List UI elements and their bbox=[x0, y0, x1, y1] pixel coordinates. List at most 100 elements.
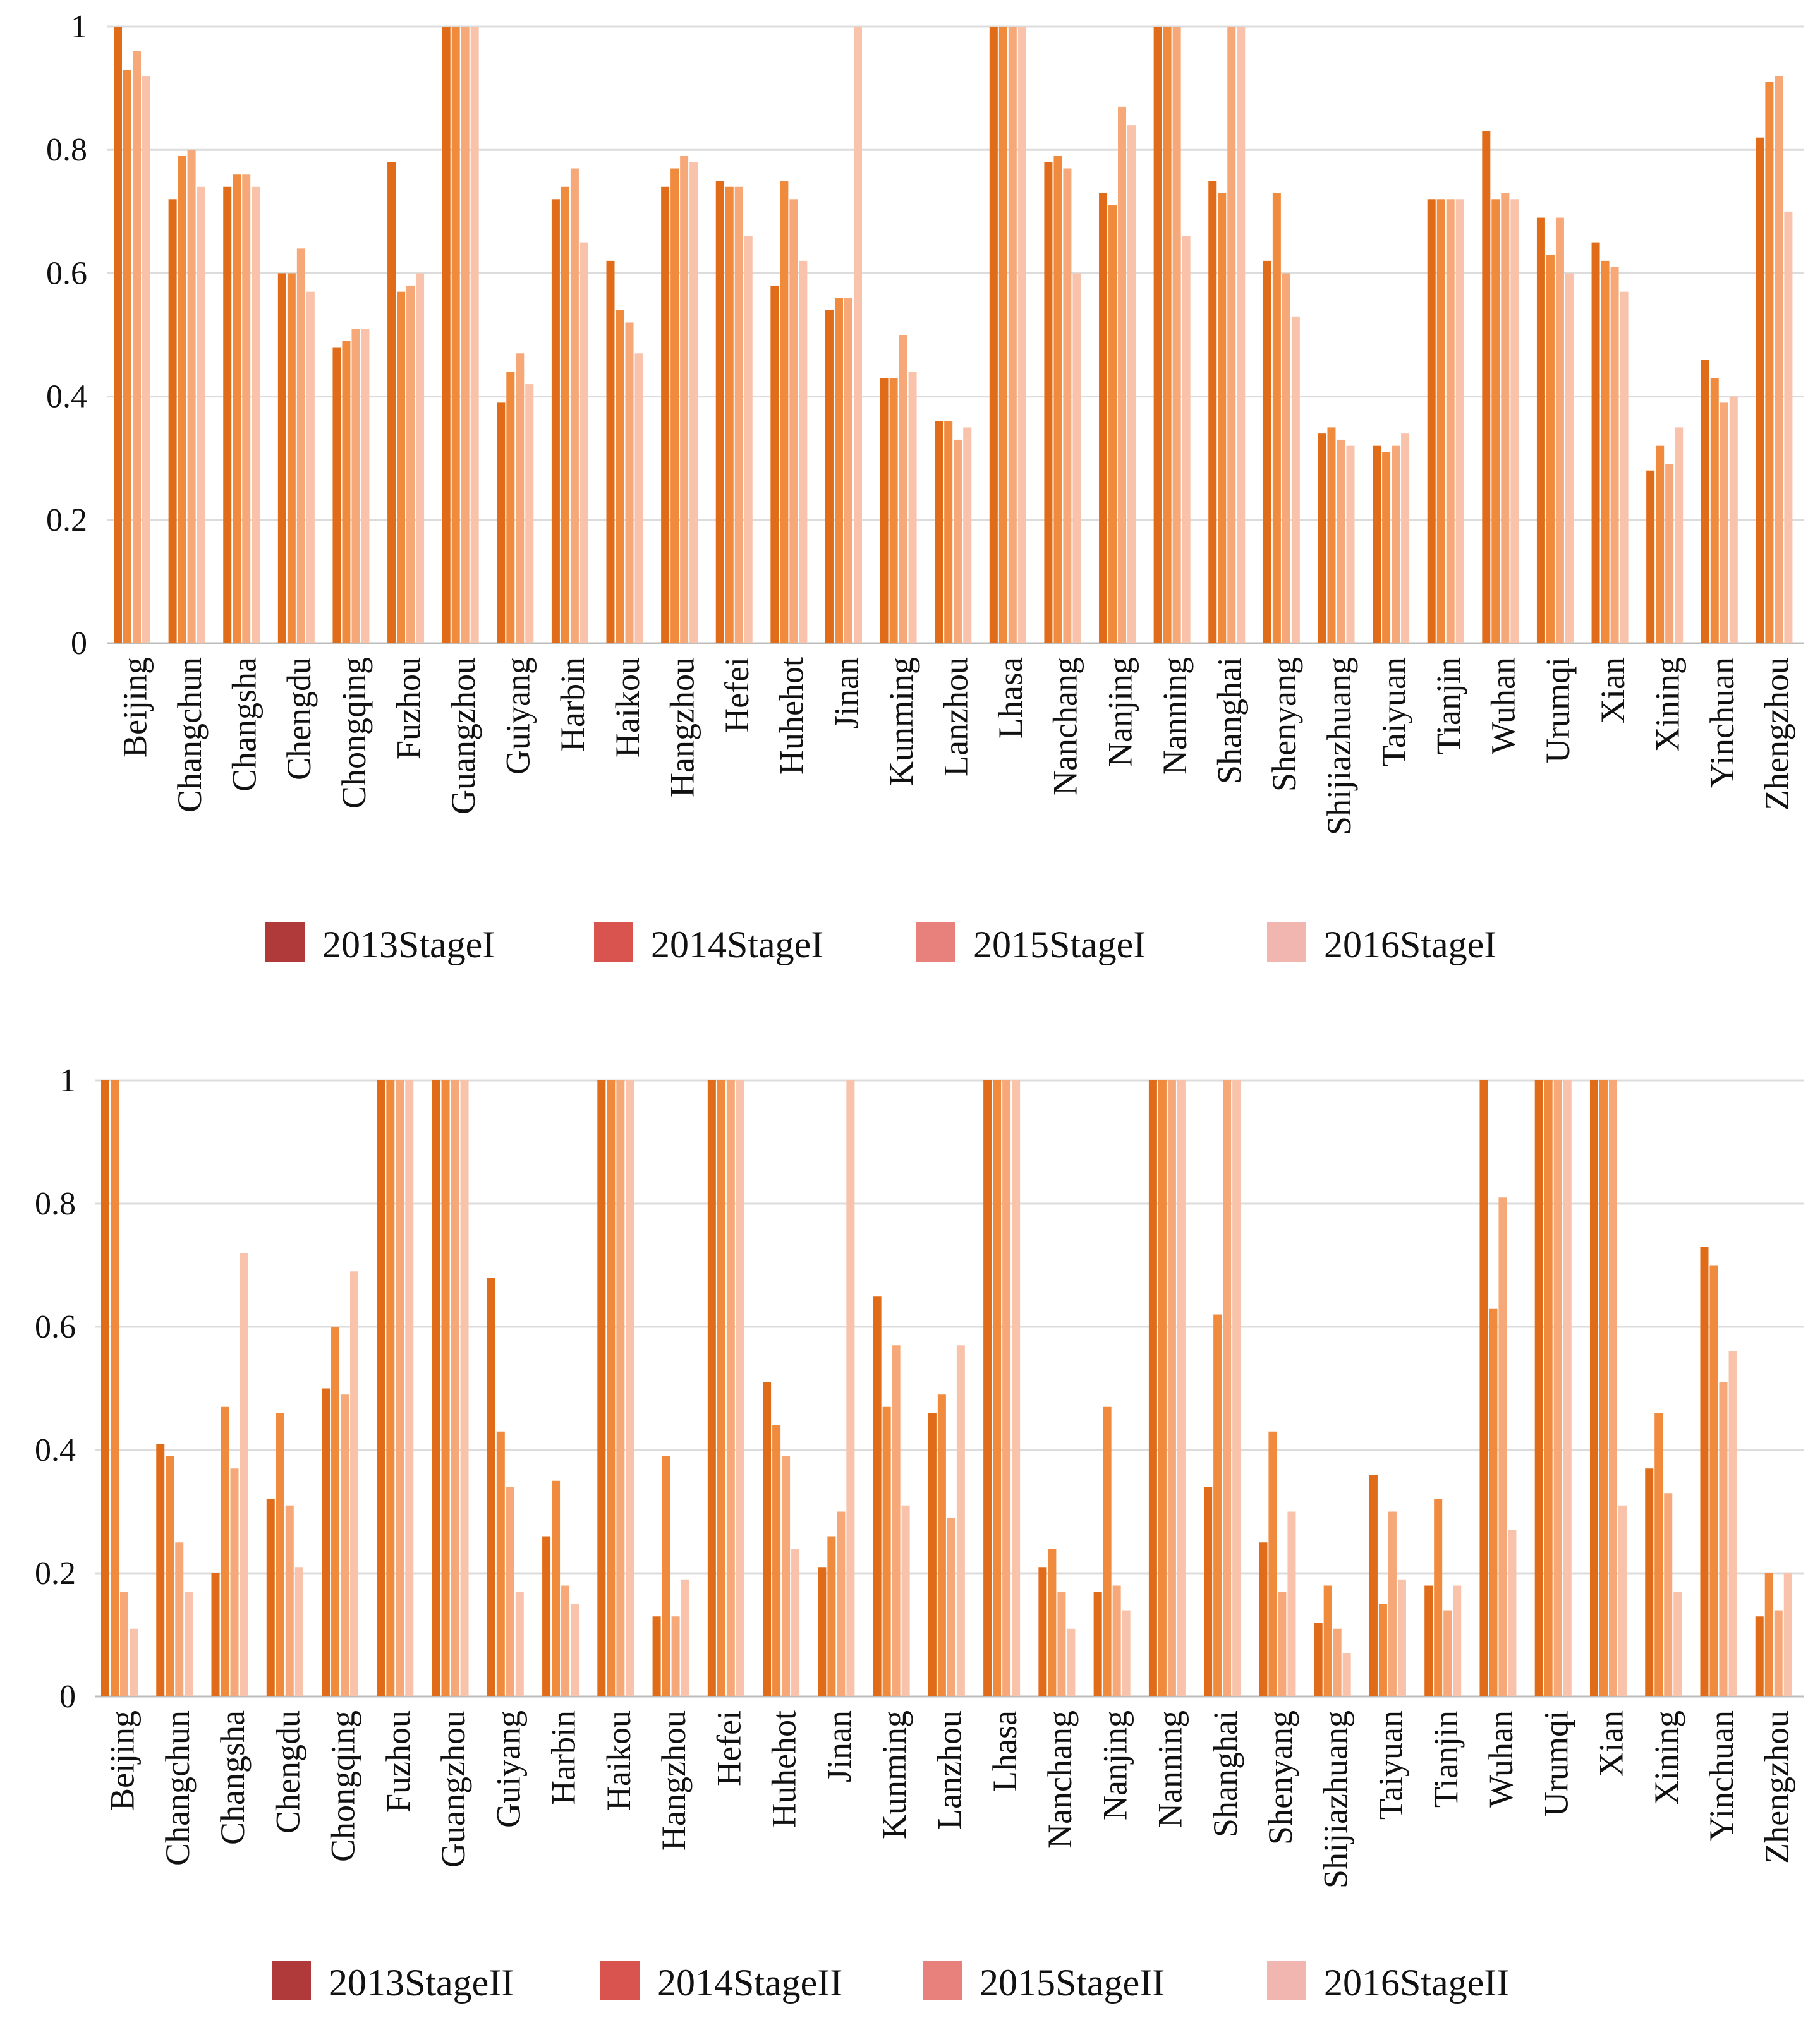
bar bbox=[901, 1505, 910, 1696]
bar bbox=[1700, 1247, 1709, 1696]
bar bbox=[561, 1585, 570, 1696]
bar bbox=[1333, 1628, 1342, 1696]
category-label: Jinan bbox=[827, 657, 865, 729]
bar bbox=[846, 1080, 855, 1696]
bar bbox=[989, 27, 998, 643]
bar bbox=[1112, 1585, 1121, 1696]
category-label: Haikou bbox=[600, 1710, 638, 1811]
legend-swatch bbox=[923, 1961, 962, 2000]
bar bbox=[725, 186, 734, 643]
bar bbox=[570, 168, 579, 644]
y-tick-label: 0.4 bbox=[35, 1432, 76, 1468]
bar bbox=[1327, 427, 1336, 643]
bar bbox=[571, 1604, 579, 1696]
bar bbox=[1436, 199, 1445, 643]
bar bbox=[1544, 1080, 1553, 1696]
bar bbox=[187, 150, 196, 643]
category-label: Nanning bbox=[1156, 657, 1194, 775]
bar bbox=[1608, 1080, 1617, 1696]
bar bbox=[1599, 1080, 1608, 1696]
bar bbox=[322, 1388, 331, 1696]
bar bbox=[937, 1394, 946, 1696]
bar bbox=[296, 248, 305, 643]
bar bbox=[396, 1080, 404, 1696]
y-tick-label: 0.4 bbox=[46, 379, 87, 415]
bar bbox=[242, 174, 251, 643]
category-label: Hefei bbox=[710, 1710, 748, 1786]
category-label: Guiyang bbox=[489, 1710, 527, 1828]
category-label: Lanzhou bbox=[937, 657, 975, 777]
bar bbox=[744, 236, 753, 644]
bar bbox=[1063, 168, 1072, 644]
bar bbox=[470, 27, 479, 643]
bar bbox=[998, 27, 1007, 643]
bar bbox=[899, 335, 907, 643]
bar bbox=[707, 1080, 716, 1696]
bar bbox=[579, 242, 588, 644]
category-label: Urumqi bbox=[1539, 657, 1577, 763]
bar bbox=[1378, 1604, 1387, 1696]
bar bbox=[1756, 137, 1764, 643]
bar bbox=[763, 1382, 772, 1696]
bar bbox=[1099, 193, 1108, 643]
bar bbox=[1237, 27, 1246, 643]
bar bbox=[516, 353, 525, 643]
y-tick-label: 0 bbox=[59, 1679, 76, 1715]
bar bbox=[1072, 273, 1081, 643]
bar bbox=[625, 322, 634, 643]
bar bbox=[266, 1499, 275, 1696]
bar bbox=[1002, 1080, 1011, 1696]
bar bbox=[1048, 1549, 1057, 1696]
category-label: Taiyuan bbox=[1372, 1710, 1410, 1820]
category-label: Zhengzhou bbox=[1757, 1710, 1795, 1864]
bar bbox=[935, 421, 943, 643]
legend-swatch bbox=[594, 922, 633, 962]
category-label: Urumqi bbox=[1537, 1710, 1575, 1816]
bar bbox=[285, 1505, 294, 1696]
bar bbox=[1213, 1314, 1222, 1696]
category-label: Lhasa bbox=[986, 1710, 1024, 1792]
bar bbox=[1508, 1530, 1517, 1696]
bar bbox=[1323, 1585, 1332, 1696]
bar bbox=[276, 1413, 284, 1696]
category-label: Lanzhou bbox=[931, 1710, 969, 1830]
bar bbox=[166, 1456, 174, 1696]
bar bbox=[111, 1080, 119, 1696]
bar bbox=[827, 1536, 836, 1696]
bar bbox=[1291, 316, 1300, 644]
legend-label: 2016StageI bbox=[1324, 924, 1496, 965]
bar bbox=[1093, 1592, 1102, 1696]
bar bbox=[1397, 1579, 1406, 1696]
bar bbox=[689, 162, 698, 644]
bar bbox=[770, 285, 779, 643]
bar bbox=[1373, 445, 1381, 643]
bar bbox=[1017, 27, 1026, 643]
bar bbox=[1227, 27, 1236, 643]
bar bbox=[185, 1592, 193, 1696]
bar bbox=[908, 372, 917, 643]
bar bbox=[1646, 470, 1655, 643]
category-label: Hefei bbox=[718, 657, 756, 733]
category-label: Fuzhou bbox=[379, 1710, 417, 1813]
bar bbox=[361, 329, 370, 643]
y-tick-label: 0.2 bbox=[35, 1556, 76, 1592]
bar bbox=[616, 1080, 625, 1696]
bar bbox=[928, 1413, 937, 1696]
category-label: Xining bbox=[1648, 657, 1686, 752]
bar bbox=[791, 1549, 800, 1696]
bar bbox=[1620, 291, 1629, 643]
bar bbox=[1755, 1616, 1764, 1696]
bar bbox=[1282, 273, 1290, 643]
bar bbox=[386, 1080, 395, 1696]
bar bbox=[377, 1080, 385, 1696]
bar bbox=[1067, 1628, 1076, 1696]
bar bbox=[461, 27, 470, 643]
bar bbox=[551, 199, 560, 643]
category-label: Guangzhou bbox=[434, 1710, 472, 1868]
bar bbox=[1720, 402, 1728, 643]
category-label: Changsha bbox=[226, 657, 264, 792]
bar bbox=[993, 1080, 1002, 1696]
bar bbox=[1287, 1511, 1296, 1696]
bar bbox=[789, 199, 798, 643]
